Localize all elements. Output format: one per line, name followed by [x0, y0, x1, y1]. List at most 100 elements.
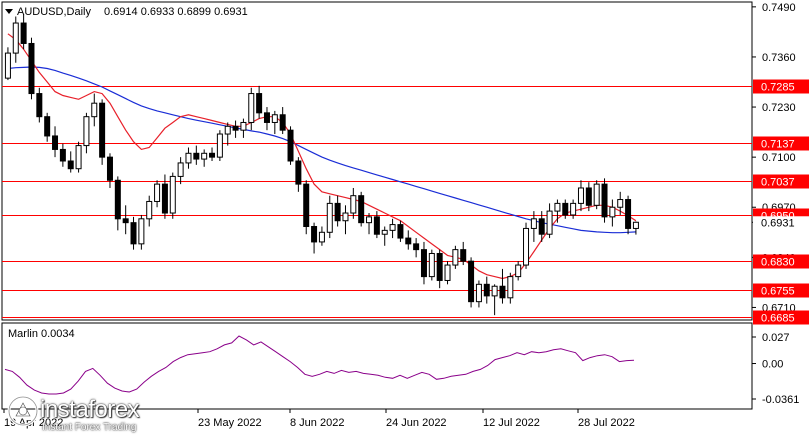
price-tick-label: 0.7230 [762, 102, 796, 114]
candle [52, 126, 59, 158]
time-tick-label: 8 Jun 2022 [290, 417, 344, 429]
candle [161, 174, 168, 219]
candle [632, 221, 639, 235]
candle [185, 147, 192, 169]
candle [389, 218, 396, 239]
candle [209, 147, 216, 161]
level-label: 0.6830 [761, 257, 795, 269]
time-axis: 19 Apr 2022 23 May 2022 8 Jun 2022 24 Jun 2… [3, 409, 635, 429]
level-label: 0.6685 [761, 313, 795, 325]
candle [130, 216, 137, 250]
candle [593, 180, 600, 210]
candle [20, 14, 27, 50]
candle [12, 16, 19, 63]
candle [491, 284, 498, 316]
candle [177, 157, 184, 185]
candle [554, 199, 561, 223]
candle [91, 93, 98, 127]
candle [546, 203, 553, 239]
candle [625, 195, 632, 235]
candle [523, 222, 530, 269]
candle [169, 172, 176, 219]
oscillator-axis: 0.027 0.00 -0.0361 [752, 332, 799, 406]
level-label-bg [753, 136, 809, 151]
candle [146, 195, 153, 227]
instaforex-logo-icon [7, 395, 39, 427]
candle [59, 143, 66, 167]
time-tick-label: 12 Jul 2022 [483, 417, 540, 429]
level-label-bg [753, 254, 809, 269]
candle [271, 110, 278, 135]
level-label-bg [753, 79, 809, 94]
candle [75, 141, 82, 173]
candle [468, 257, 475, 308]
candle [585, 182, 592, 212]
logo-tagline: Instant Forex Trading [42, 422, 137, 433]
time-tick-label: 24 Jun 2022 [386, 417, 447, 429]
current-price-label: 0.6931 [761, 217, 795, 229]
candle [318, 226, 325, 246]
candle [201, 149, 208, 167]
candle [99, 99, 106, 165]
ohlc-readout: 0.6914 0.6933 0.6899 0.6931 [104, 6, 248, 18]
instaforex-logo: instaforex Instant Forex Trading [6, 394, 186, 434]
candle [154, 180, 161, 208]
level-labels: 0.72850.71370.70370.69500.68300.67550.66… [753, 79, 809, 325]
candle [428, 249, 435, 281]
candle [36, 87, 43, 123]
candle [444, 261, 451, 285]
candle [106, 153, 113, 188]
candle [617, 191, 624, 215]
triangle-down-icon[interactable] [5, 9, 13, 14]
candle [287, 126, 294, 165]
candle [240, 118, 247, 138]
level-label-bg [753, 310, 809, 325]
level-label: 0.6755 [761, 286, 795, 298]
candle [350, 187, 357, 219]
level-label-bg [753, 174, 809, 189]
time-tick-label: 28 Jul 2022 [578, 417, 635, 429]
price-tick-label: 0.7360 [762, 52, 796, 64]
candle [224, 122, 231, 146]
candle [483, 276, 490, 304]
candle [28, 37, 35, 100]
candle [122, 205, 129, 235]
candle [373, 211, 380, 239]
candle [256, 85, 263, 119]
candle [436, 249, 443, 289]
candles [4, 14, 639, 316]
candle [499, 268, 506, 304]
current-price-bg [753, 216, 809, 229]
oscillator-tick-label: 0.00 [762, 359, 783, 371]
price-panel[interactable] [1, 1, 753, 321]
candle [420, 241, 427, 285]
time-tick-label: 19 Apr 2022 [4, 417, 63, 429]
candle [366, 213, 373, 235]
candle [405, 230, 412, 250]
candle [413, 238, 420, 258]
candle [216, 130, 223, 161]
candle [562, 199, 569, 219]
marlin-line [4, 335, 635, 395]
candle [342, 205, 349, 235]
candle [263, 107, 270, 131]
symbol-label: AUDUSD,Daily [17, 6, 91, 18]
candle [460, 241, 467, 266]
oscillator [4, 335, 635, 395]
candle [538, 211, 545, 242]
price-tick-label: 0.7490 [762, 2, 796, 14]
candle [475, 280, 482, 308]
candle [4, 47, 11, 81]
candle [452, 245, 459, 269]
candle [530, 211, 537, 242]
candle [232, 120, 239, 138]
indicator-panel[interactable] [1, 322, 753, 410]
candle [507, 272, 514, 304]
candle [381, 226, 388, 246]
candle [515, 261, 522, 281]
candle [358, 191, 365, 227]
indicator-label: Marlin 0.0034 [8, 328, 75, 340]
price-tick-label: 0.7100 [762, 152, 796, 164]
time-tick-label: 23 May 2022 [198, 417, 262, 429]
